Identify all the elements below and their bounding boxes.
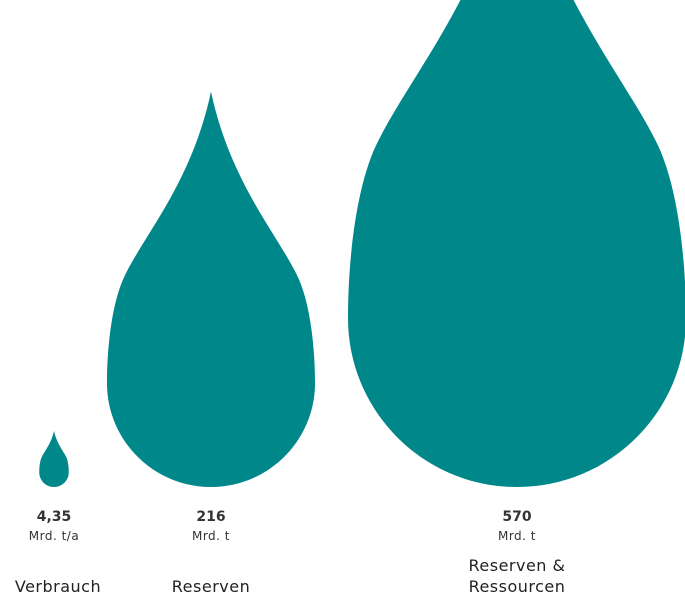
category-label-1-0: Reserven — [172, 577, 250, 596]
category-label-2-0: Reserven & — [468, 556, 565, 575]
unit-label-0: Mrd. t/a — [29, 529, 79, 543]
value-label-2: 570 — [502, 509, 531, 525]
category-label-0-0: Verbrauch — [15, 577, 101, 596]
drop-2 — [348, 0, 685, 487]
unit-label-2: Mrd. t — [498, 529, 536, 543]
drop-0 — [39, 430, 69, 487]
drop-1 — [106, 91, 316, 488]
category-label-2-1: Ressourcen — [469, 577, 566, 596]
value-label-0: 4,35 — [37, 509, 72, 525]
value-label-1: 216 — [196, 509, 225, 525]
unit-label-1: Mrd. t — [192, 529, 230, 543]
